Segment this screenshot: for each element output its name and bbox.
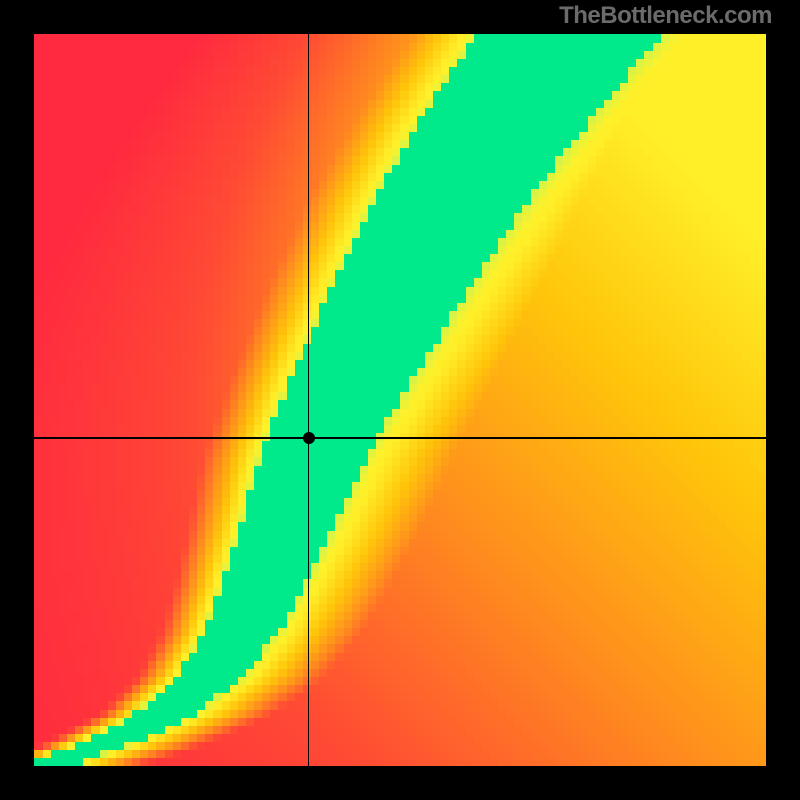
plot-area [34,34,766,766]
chart-root: TheBottleneck.com [0,0,800,800]
heatmap-canvas [34,34,766,766]
marker-dot [303,432,315,444]
crosshair-vertical [308,34,310,766]
crosshair-horizontal [34,437,766,439]
attribution-text: TheBottleneck.com [559,2,772,30]
